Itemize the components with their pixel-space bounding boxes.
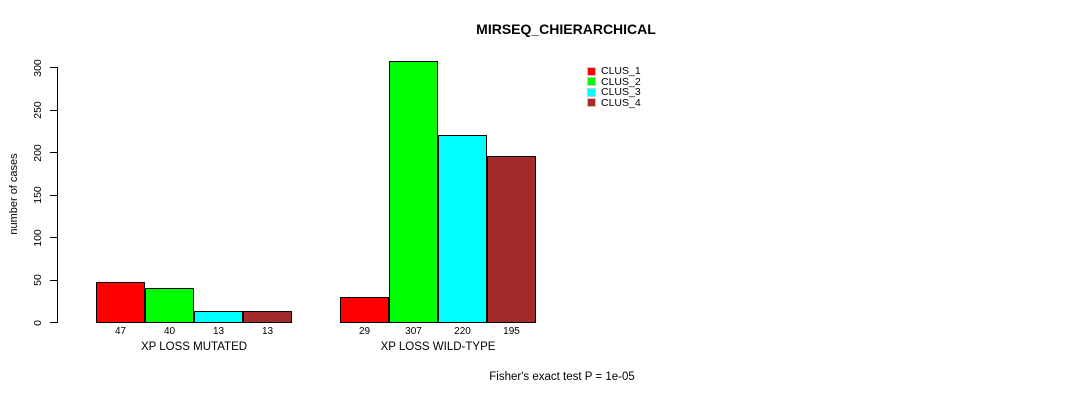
bar-value-label: 307: [405, 326, 422, 337]
y-tick: [50, 194, 57, 196]
legend-item-clus_4: CLUS_4: [587, 96, 641, 109]
bar-value-label: 13: [261, 326, 274, 337]
y-tick-label: 300: [32, 58, 44, 77]
y-axis-title: number of cases: [8, 153, 20, 235]
bar-clus_4-1: [243, 311, 292, 323]
legend-item-clus_1: CLUS_1: [587, 66, 641, 77]
legend-item-clus_3: CLUS_3: [587, 87, 641, 98]
bar-value-label: 40: [163, 326, 176, 337]
bar-value-label: 220: [454, 326, 471, 337]
fisher-test-annotation: Fisher's exact test P = 1e-05: [489, 371, 635, 383]
bar-clus_3-1: [194, 311, 243, 323]
bar-value-label: 195: [503, 326, 520, 337]
y-tick-label: 200: [32, 143, 44, 162]
y-tick-label: 250: [32, 101, 44, 119]
bar-clus_1-1: [96, 282, 145, 323]
category-label: XP LOSS WILD-TYPE: [380, 341, 496, 353]
y-tick: [50, 67, 57, 68]
bar-clus_4-2: [487, 156, 536, 323]
legend-swatch: [587, 77, 596, 87]
category-label: XP LOSS MUTATED: [140, 341, 248, 353]
bar-clus_1-2: [340, 297, 389, 323]
y-tick-label: 150: [32, 186, 44, 204]
bar-value-label: 29: [358, 326, 371, 337]
y-tick-label: 100: [32, 228, 44, 247]
bar-clus_3-2: [438, 135, 487, 323]
legend-label: CLUS_3: [601, 86, 641, 98]
legend: CLUS_1 CLUS_2 CLUS_3 CLUS_4: [587, 66, 641, 108]
legend-swatch: [587, 66, 596, 76]
bar-value-label: 13: [212, 326, 225, 337]
legend-label: CLUS_2: [601, 75, 641, 88]
legend-swatch: [587, 87, 596, 97]
y-tick: [50, 322, 57, 323]
y-tick: [50, 279, 57, 281]
legend-swatch: [587, 98, 596, 108]
bar-clus_2-2: [389, 61, 438, 323]
y-tick: [50, 237, 57, 238]
bar-value-label: 47: [114, 326, 127, 337]
y-tick: [50, 109, 57, 111]
y-axis-line: [57, 67, 58, 323]
y-tick-label: 50: [32, 274, 44, 286]
y-tick: [50, 152, 57, 153]
legend-item-clus_2: CLUS_2: [587, 75, 641, 88]
legend-label: CLUS_1: [601, 65, 641, 77]
y-tick-label: 0: [32, 319, 44, 326]
chart-title: MIRSEQ_CHIERARCHICAL: [476, 21, 656, 37]
bar-clus_2-1: [145, 288, 194, 323]
legend-label: CLUS_4: [601, 96, 641, 109]
